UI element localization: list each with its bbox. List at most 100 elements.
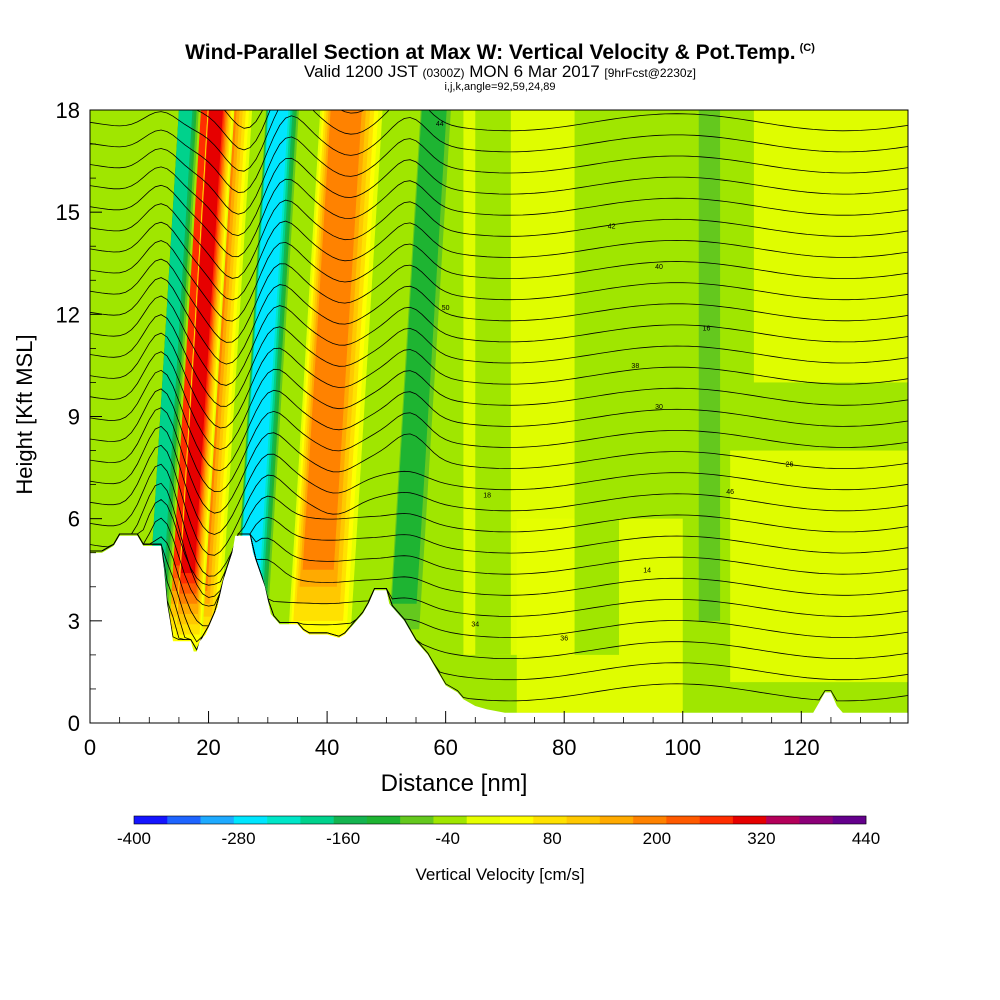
theta-contour-label: 40 [655, 264, 663, 271]
theta-label-text: 44 [436, 121, 444, 128]
x-tick-label: 120 [783, 735, 820, 760]
colorbar-frame [133, 815, 867, 825]
colorbar-swatch [832, 816, 867, 824]
colorbar-swatch [300, 816, 334, 824]
theta-contour [90, 110, 908, 172]
colorbar-swatch [732, 816, 767, 824]
theta-label-text: 16 [703, 325, 711, 332]
theta-contour [90, 220, 908, 301]
y-tick-label: 15 [56, 200, 80, 225]
theta-contour [90, 463, 908, 577]
y-tick-label: 3 [68, 609, 80, 634]
theta-contour [90, 136, 908, 215]
theta-label-text: 34 [471, 622, 479, 629]
weak-updraft-region [753, 110, 908, 383]
theta-label-text: 40 [655, 264, 663, 271]
theta-contour-label: 38 [631, 363, 639, 370]
chart-subtitle: Valid 1200 JST (0300Z) MON 6 Mar 2017 [9… [304, 62, 696, 81]
theta-contour-label: 18 [483, 492, 491, 499]
x-tick-label: 40 [315, 735, 339, 760]
weak-updraft-region [730, 450, 908, 683]
theta-label-text: 36 [560, 635, 568, 642]
theta-contour [90, 425, 908, 535]
colorbar-swatch [134, 816, 168, 824]
theta-contour [90, 351, 908, 450]
chart-title: Wind-Parallel Section at Max W: Vertical… [185, 41, 815, 64]
subtitle-fcst: [9hrFcst@2230z] [604, 66, 696, 80]
theta-contour [90, 11, 908, 86]
chart-header: Wind-Parallel Section at Max W: Vertical… [0, 36, 1000, 93]
x-tick-label: 0 [84, 735, 96, 760]
theta-contour [90, 277, 908, 365]
theta-contour-label: 34 [471, 622, 479, 629]
colorbar-swatch [200, 816, 235, 824]
theta-contour [90, 157, 908, 237]
theta-contour [90, 0, 908, 42]
colorbar-tick-label: -40 [435, 829, 460, 848]
colorbar-swatch [599, 816, 634, 824]
colorbar-swatch [799, 816, 834, 824]
x-tick-label: 20 [196, 735, 220, 760]
theta-label-text: 46 [726, 489, 734, 496]
y-tick-label: 12 [56, 302, 80, 327]
colorbar: -400 -280 -160 -40 80 200 320 440 Vertical Veloc… [117, 815, 880, 884]
w-cell-band [480, 110, 506, 604]
theta-contour [90, 240, 908, 322]
x-tick-label: 80 [552, 735, 576, 760]
w-cell-band [581, 110, 613, 604]
theta-contour-label: 50 [442, 305, 450, 312]
theta-contour-label: 30 [655, 404, 663, 411]
terrain [90, 535, 908, 723]
x-tick-label: 100 [664, 735, 701, 760]
theta-contour [90, 0, 908, 64]
theta-contour [223, 110, 264, 129]
theta-contour [90, 258, 908, 343]
colorbar-tick-label: 320 [747, 829, 775, 848]
colorbar-swatch [633, 816, 667, 824]
colorbar-swatch [533, 816, 567, 824]
w-cell-band [181, 110, 222, 563]
colorbar-label: Vertical Velocity [cm/s] [415, 865, 584, 884]
colorbar-swatch [466, 816, 501, 824]
theta-contour-label: 44 [436, 121, 444, 128]
theta-contour [90, 444, 908, 556]
colorbar-swatch [566, 816, 601, 824]
theta-contour-label: 16 [703, 325, 711, 332]
theta-contour-label: 26 [786, 462, 794, 469]
w-cell-band [394, 110, 443, 579]
theta-contour [90, 32, 908, 107]
theta-contour [90, 332, 908, 429]
theta-label-text: 14 [643, 567, 651, 574]
terrain-mask [90, 535, 908, 723]
w-cell-band [241, 110, 287, 566]
colorbar-swatch [366, 816, 401, 824]
theta-contour [90, 407, 908, 514]
colorbar-swatch [233, 816, 268, 824]
subtitle-date: MON 6 Mar 2017 [469, 62, 600, 81]
theta-contour [195, 110, 849, 151]
theta-contour [90, 115, 908, 193]
colorbar-swatch [400, 816, 434, 824]
theta-contour [90, 295, 908, 386]
colorbar-swatch [267, 816, 301, 824]
w-cell-band [302, 110, 362, 570]
y-tick-label: 9 [68, 405, 80, 430]
y-tick-label: 6 [68, 507, 80, 532]
theta-contour-label: 36 [560, 635, 568, 642]
theta-label-text: 18 [483, 492, 491, 499]
colorbar-swatch [167, 816, 201, 824]
w-cell-band [701, 110, 718, 587]
colorbar-tick-label: -280 [222, 829, 256, 848]
colorbar-tick-label: 200 [643, 829, 671, 848]
copyright-mark: (C) [799, 42, 815, 54]
theta-contour-label: 46 [726, 489, 734, 496]
theta-contour [90, 369, 908, 472]
y-tick-label: 18 [56, 98, 80, 123]
theta-label-text: 38 [631, 363, 639, 370]
chart-indices: i,j,k,angle=92,59,24,89 [444, 81, 556, 93]
colorbar-swatch [333, 816, 368, 824]
theta-contour [90, 482, 908, 598]
colorbar-tick-label: -160 [326, 829, 360, 848]
theta-contour [90, 388, 908, 493]
